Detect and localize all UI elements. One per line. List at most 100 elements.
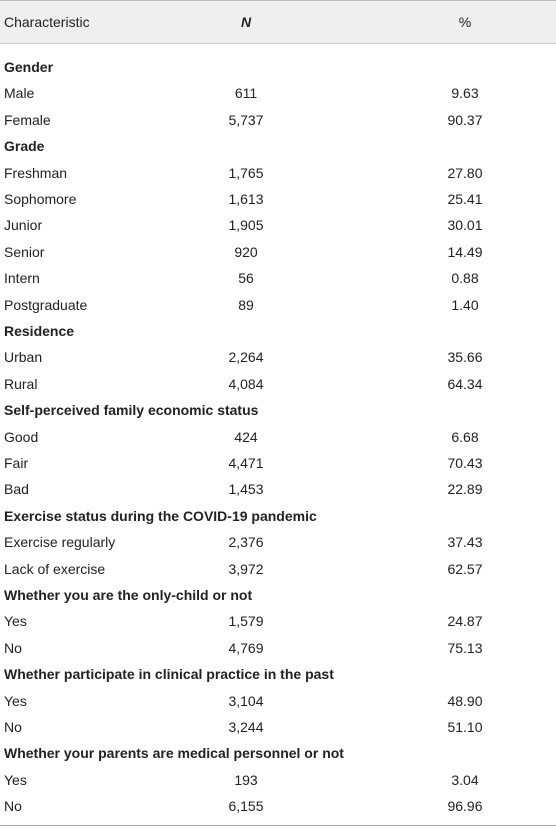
data-row: Senior 920 14.49 <box>0 239 556 265</box>
row-label: Junior <box>4 217 43 234</box>
row-value: 56 <box>238 270 254 287</box>
data-row: Yes 3,104 48.90 <box>0 688 556 714</box>
row-value: 3,244 <box>228 719 264 735</box>
row-value: 25.41 <box>447 191 483 207</box>
row-value: 2,376 <box>228 534 264 551</box>
row-value: 62.57 <box>447 560 483 577</box>
row-label: Lack of exercise <box>4 560 106 577</box>
row-label: Male <box>4 85 35 102</box>
row-value: 22.89 <box>447 481 483 498</box>
data-row: Lack of exercise 3,972 62.57 <box>0 556 556 582</box>
row-value: 193 <box>234 771 258 788</box>
section-title: Gender <box>4 59 54 75</box>
data-row: Good 424 6.68 <box>0 424 556 450</box>
row-value: 75.13 <box>447 639 483 656</box>
data-row: Intern 56 0.88 <box>0 265 556 291</box>
row-value: 3.04 <box>451 771 479 788</box>
section-title: Residence <box>4 323 75 339</box>
row-value: 89 <box>238 296 254 313</box>
row-value: 424 <box>234 428 258 445</box>
data-row: No 6,155 96.96 <box>0 793 556 819</box>
row-value: 90.37 <box>447 111 483 128</box>
section-title: Self-perceived family economic status <box>4 402 259 419</box>
row-label: Yes <box>4 613 27 630</box>
header-cell: N <box>240 14 252 30</box>
row-value: 3,104 <box>228 692 264 709</box>
section-title: Grade <box>4 138 45 155</box>
row-value: 51.10 <box>447 719 483 735</box>
data-row: Fair 4,471 70.43 <box>0 450 556 476</box>
data-row: Junior 1,905 30.01 <box>0 212 556 238</box>
data-row: Freshman 1,765 27.80 <box>0 160 556 186</box>
row-label: Postgraduate <box>4 296 88 313</box>
row-label: Exercise regularly <box>4 534 116 551</box>
row-label: Bad <box>4 481 29 498</box>
section-row: Exercise status during the COVID-19 pand… <box>0 503 556 529</box>
row-value: 1,905 <box>228 217 264 234</box>
table-bottom-rule <box>0 825 556 826</box>
data-row: No 3,244 51.10 <box>0 714 556 740</box>
data-row: Urban 2,264 35.66 <box>0 344 556 370</box>
row-label: Yes <box>4 771 27 788</box>
section-row: Whether your parents are medical personn… <box>0 740 556 766</box>
row-value: 4,084 <box>228 375 264 392</box>
row-label: Yes <box>4 692 27 709</box>
row-value: 6,155 <box>228 798 264 815</box>
row-label: Urban <box>4 349 43 366</box>
row-value: 1,579 <box>228 613 264 630</box>
section-row: Whether you are the only-child or not <box>0 582 556 608</box>
row-value: 1,765 <box>228 164 264 181</box>
section-title: Exercise status during the COVID-19 pand… <box>4 507 317 524</box>
header-cell: Characteristic <box>4 14 90 30</box>
row-value: 30.01 <box>447 217 483 234</box>
row-label: No <box>4 639 22 656</box>
data-row: Sophomore 1,613 25.41 <box>0 186 556 212</box>
row-value: 35.66 <box>447 349 483 366</box>
data-row: Female 5,737 90.37 <box>0 107 556 133</box>
row-label: Rural <box>4 375 38 392</box>
data-row: Exercise regularly 2,376 37.43 <box>0 529 556 555</box>
row-value: 5,737 <box>228 111 264 128</box>
row-value: 14.49 <box>447 243 483 260</box>
data-row: Yes 1,579 24.87 <box>0 608 556 634</box>
row-label: Good <box>4 428 39 445</box>
header-cell: % <box>458 14 472 30</box>
section-row: Self-perceived family economic status <box>0 397 556 423</box>
row-value: 0.88 <box>451 270 479 287</box>
section-title: Whether participate in clinical practice… <box>4 666 334 683</box>
data-row: Rural 4,084 64.34 <box>0 371 556 397</box>
row-label: Intern <box>4 270 40 287</box>
section-row: Whether participate in clinical practice… <box>0 661 556 687</box>
row-value: 4,769 <box>228 639 264 656</box>
row-value: 1,613 <box>228 191 264 207</box>
row-label: No <box>4 719 22 735</box>
row-value: 70.43 <box>447 455 483 471</box>
row-value: 3,972 <box>228 560 264 577</box>
row-value: 37.43 <box>447 534 483 551</box>
row-value: 611 <box>234 85 258 102</box>
row-value: 1.40 <box>451 296 479 313</box>
row-label: No <box>4 798 22 815</box>
row-value: 6.68 <box>451 428 479 445</box>
section-row: Residence <box>0 318 556 344</box>
data-row: Bad 1,453 22.89 <box>0 476 556 502</box>
row-value: 64.34 <box>447 375 483 392</box>
row-label: Sophomore <box>4 191 77 207</box>
table-header: Characteristic N % <box>0 0 556 44</box>
section-row: Gender <box>0 54 556 80</box>
data-row: Postgraduate 89 1.40 <box>0 292 556 318</box>
row-value: 27.80 <box>447 164 483 181</box>
data-row: Male 611 9.63 <box>0 80 556 106</box>
row-value: 4,471 <box>228 455 264 471</box>
row-value: 48.90 <box>447 692 483 709</box>
row-label: Freshman <box>4 164 68 181</box>
data-row: Yes 193 3.04 <box>0 767 556 793</box>
row-value: 1,453 <box>228 481 264 498</box>
row-label: Female <box>4 111 51 128</box>
section-title: Whether you are the only-child or not <box>4 587 253 603</box>
section-title: Whether your parents are medical personn… <box>4 745 344 762</box>
row-value: 24.87 <box>447 613 483 630</box>
row-value: 9.63 <box>451 85 479 102</box>
row-label: Senior <box>4 243 45 260</box>
